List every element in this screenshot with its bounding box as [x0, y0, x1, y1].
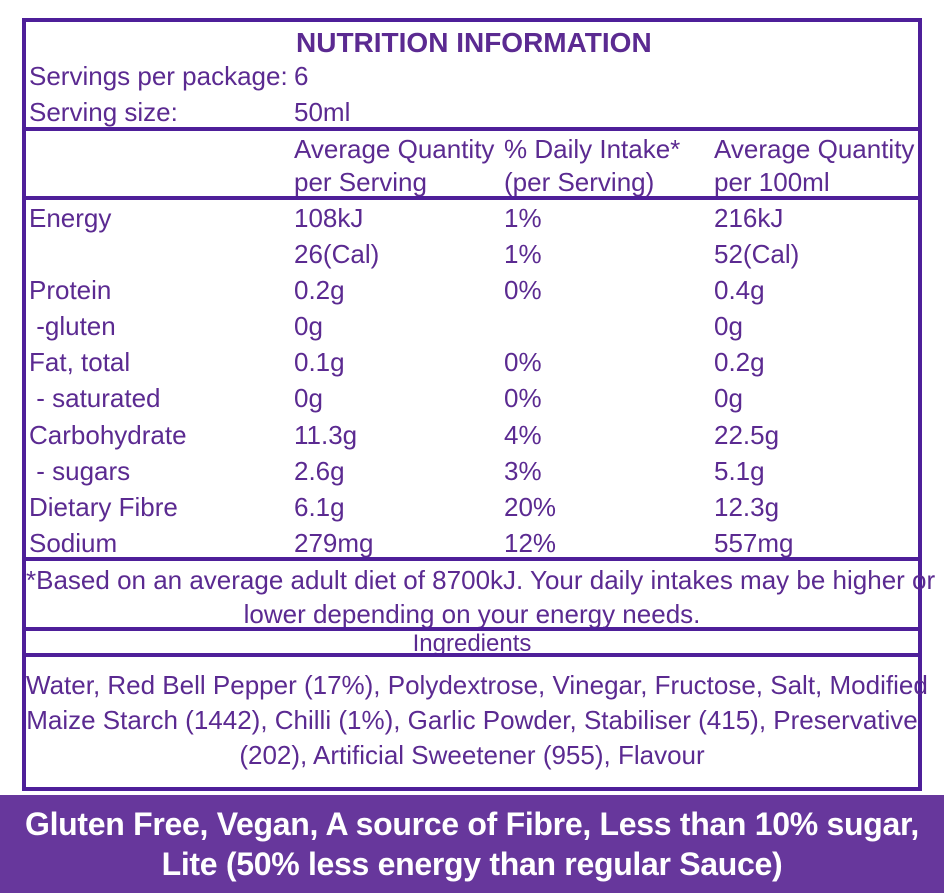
serving-size-row: Serving size: 50ml	[26, 94, 918, 130]
serving-size-label: Serving size:	[29, 97, 178, 127]
table-row: Protein 0.2g 0% 0.4g	[26, 272, 918, 308]
table-row: Fat, total 0.1g 0% 0.2g	[26, 344, 918, 380]
table-row: -gluten 0g 0g	[26, 308, 918, 344]
value-per-100ml: 216kJ	[714, 203, 784, 233]
row-label: Carbohydrate	[29, 419, 187, 450]
row-label: Fat, total	[29, 347, 131, 378]
value-per-serving: 279mg	[294, 527, 374, 558]
value-per-100ml: 12.3g	[714, 491, 780, 522]
servings-per-package-value: 6	[294, 61, 309, 91]
row-label: Sodium	[29, 527, 118, 558]
value-per-serving: 6.1g	[294, 491, 345, 522]
table-column-headers: Average Quantity per Serving% Daily Intak…	[26, 127, 918, 199]
daily-intake-footnote: *Based on an average adult diet of 8700k…	[26, 557, 936, 629]
value-per-100ml: 0.2g	[714, 347, 765, 378]
col-header-per-100ml-line: Average Quantity	[714, 134, 915, 164]
table-row: Sodium 279mg 12% 557mg	[26, 525, 918, 561]
value-per-serving: 0g	[294, 383, 323, 414]
footnote-line: lower depending on your energy needs.	[243, 599, 701, 629]
col-header-per-serving-line: per Serving	[294, 167, 427, 197]
value-per-100ml: 22.5g	[714, 419, 780, 450]
nutrition-panel: NUTRITION INFORMATION Servings per packa…	[22, 18, 936, 791]
panel-header-section: NUTRITION INFORMATION Servings per packa…	[26, 22, 918, 130]
value-per-serving: 2.6g	[294, 455, 345, 486]
table-row: Dietary Fibre 6.1g 20% 12.3g	[26, 489, 918, 525]
table-row: Energy 108kJ 1% 216kJ	[26, 200, 918, 236]
value-daily-intake: 1%	[504, 203, 542, 233]
col-header-per-serving-line: Average Quantity	[294, 134, 495, 164]
value-per-100ml: 0g	[714, 383, 743, 414]
ingredients-line: (202), Artificial Sweetener (955), Flavo…	[239, 740, 705, 770]
footnote-line: *Based on an average adult diet of 8700k…	[26, 565, 936, 595]
row-label: Dietary Fibre	[29, 491, 178, 522]
value-daily-intake: 12%	[504, 527, 557, 558]
value-daily-intake: 0%	[504, 347, 542, 378]
value-per-100ml: 0.4g	[714, 275, 765, 306]
col-header-daily-intake-line: % Daily Intake*	[504, 134, 681, 164]
value-per-100ml: 0g	[714, 311, 743, 342]
value-daily-intake: 0%	[504, 275, 542, 306]
value-per-serving: 108kJ	[294, 203, 364, 233]
table-row: - saturated 0g 0% 0g	[26, 380, 918, 416]
claims-banner-line: Lite (50% less energy than regular Sauce…	[161, 846, 783, 882]
servings-per-package-label: Servings per package:	[29, 61, 288, 91]
claims-banner: Gluten Free, Vegan, A source of Fibre, L…	[0, 795, 944, 893]
value-daily-intake: 1%	[504, 239, 542, 270]
panel-title: NUTRITION INFORMATION	[296, 27, 652, 58]
value-per-100ml: 557mg	[714, 527, 794, 558]
servings-per-package-row: Servings per package: 6	[26, 58, 918, 94]
row-label: Protein	[29, 275, 112, 306]
value-per-serving: 0.2g	[294, 275, 345, 306]
value-daily-intake: 20%	[504, 491, 557, 522]
value-daily-intake: 0%	[504, 383, 542, 414]
value-per-serving: 0g	[294, 311, 323, 342]
claims-banner-line: Gluten Free, Vegan, A source of Fibre, L…	[25, 806, 919, 842]
col-header-per-serving: Average Quantity per Serving	[294, 131, 494, 199]
ingredients-line: Water, Red Bell Pepper (17%), Polydextro…	[26, 670, 928, 700]
row-label: Energy	[29, 203, 112, 233]
ingredients-list: Water, Red Bell Pepper (17%), Polydextro…	[26, 653, 928, 770]
col-header-per-100ml: Average Quantity per 100ml	[714, 131, 914, 199]
col-header-daily-intake-line: (per Serving)	[504, 167, 655, 197]
value-per-serving: 11.3g	[294, 419, 358, 450]
value-per-serving: 26(Cal)	[294, 239, 380, 270]
value-daily-intake: 4%	[504, 419, 542, 450]
table-row: - sugars 2.6g 3% 5.1g	[26, 453, 918, 489]
row-label: - saturated	[29, 383, 161, 414]
value-per-serving: 0.1g	[294, 347, 345, 378]
table-row: 26(Cal) 1% 52(Cal)	[26, 236, 918, 272]
ingredients-line: Maize Starch (1442), Chilli (1%), Garlic…	[26, 705, 918, 735]
col-header-daily-intake: % Daily Intake* (per Serving)	[504, 131, 680, 199]
nutrition-table-body: Energy 108kJ 1% 216kJ 26(Cal) 1% 52(Cal) Protei…	[26, 196, 918, 558]
value-daily-intake: 3%	[504, 455, 542, 486]
ingredients-heading: Ingredients	[26, 627, 918, 657]
serving-size-value: 50ml	[294, 97, 351, 127]
value-per-100ml: 52(Cal)	[714, 239, 800, 270]
row-label: -gluten	[29, 311, 116, 342]
value-per-100ml: 5.1g	[714, 455, 765, 486]
col-header-per-100ml-line: per 100ml	[714, 167, 830, 197]
row-label: - sugars	[29, 455, 131, 486]
table-row: Carbohydrate 11.3g 4% 22.5g	[26, 417, 918, 453]
